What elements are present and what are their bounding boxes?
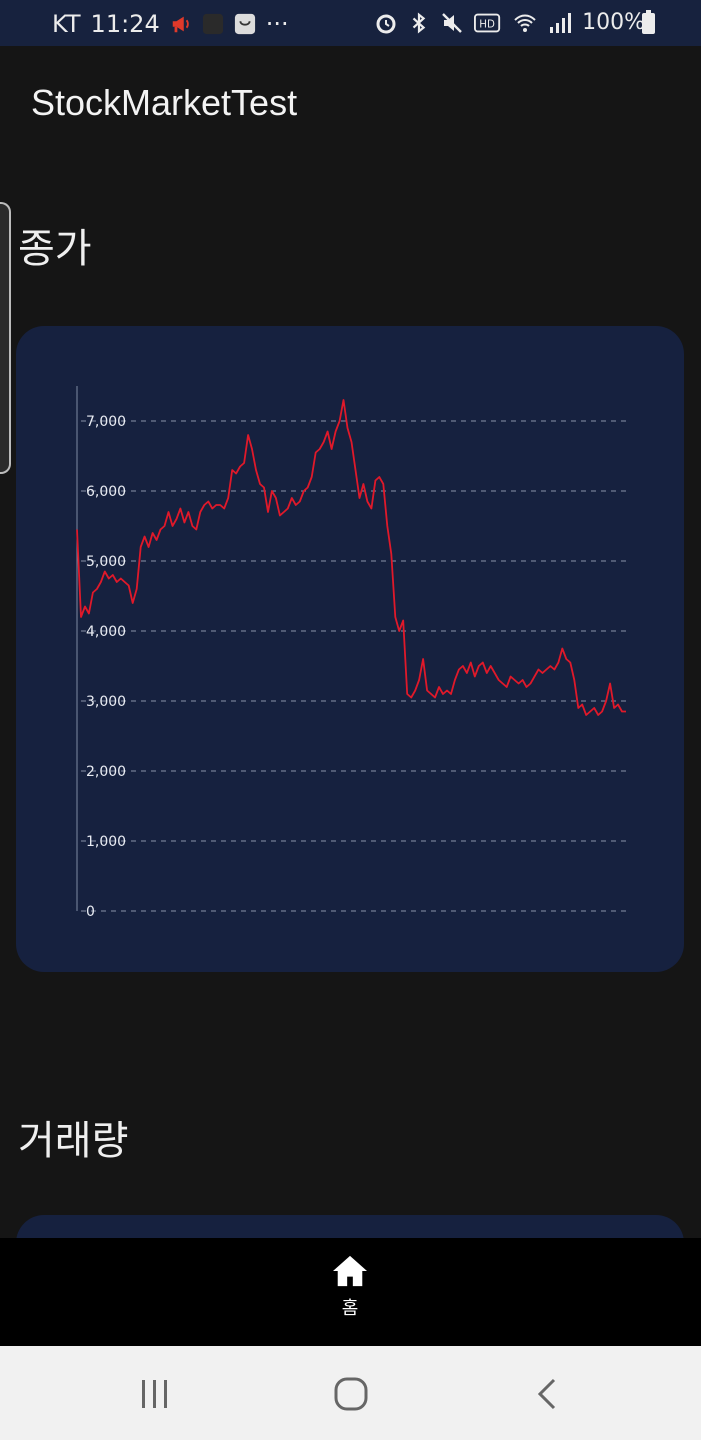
wifi-icon <box>514 14 536 32</box>
back-icon[interactable] <box>524 1374 572 1414</box>
alarm-icon <box>376 14 396 33</box>
close-price-chart: 0 1,000 2,000 3,000 4,000 5,000 6,000 7,000 <box>76 386 626 920</box>
status-bar: KT 11:24 ··· HD <box>0 0 701 46</box>
y-tick-label: 5,000 <box>86 554 126 570</box>
close-price-heading: 종가 <box>18 226 92 272</box>
clock: 11:24 <box>90 10 160 38</box>
recents-icon[interactable] <box>131 1374 179 1414</box>
square-app-icon <box>202 13 223 35</box>
system-navigation-bar <box>0 1346 701 1440</box>
app-title: StockMarketTest <box>31 82 298 123</box>
battery-percent: 100% <box>582 10 645 35</box>
nav-tab-home-label: 홈 <box>341 1298 359 1319</box>
nav-tab-home[interactable]: 홈 <box>320 1254 380 1334</box>
y-tick-label: 6,000 <box>86 484 126 500</box>
edge-panel-handle[interactable] <box>0 202 11 474</box>
signal-icon <box>550 12 572 33</box>
more-notifications: ··· <box>265 10 289 38</box>
carrier-label: KT <box>52 10 81 38</box>
y-tick-label: 1,000 <box>86 834 126 850</box>
y-tick-label: 0 <box>86 904 95 920</box>
home-icon <box>333 1255 367 1287</box>
status-right: HD 100% <box>374 10 645 35</box>
bag-icon <box>234 13 255 35</box>
y-tick-label: 3,000 <box>86 694 126 710</box>
battery-icon <box>642 10 655 34</box>
close-price-series-line <box>76 399 626 716</box>
mute-icon <box>442 12 462 33</box>
y-tick-label: 4,000 <box>86 624 126 640</box>
bottom-navigation: 홈 <box>0 1238 701 1346</box>
volume-heading: 거래량 <box>18 1118 129 1164</box>
circle-home-icon[interactable] <box>327 1374 375 1414</box>
y-tick-label: 2,000 <box>86 764 126 780</box>
close-price-card: 0 1,000 2,000 3,000 4,000 5,000 6,000 7,000 <box>16 326 684 972</box>
status-left: KT 11:24 ··· <box>52 10 289 38</box>
megaphone-icon <box>172 16 189 33</box>
hd-icon: HD <box>474 13 501 32</box>
svg-text:HD: HD <box>479 18 495 30</box>
y-tick-label: 7,000 <box>86 414 126 430</box>
bluetooth-icon <box>412 11 426 34</box>
